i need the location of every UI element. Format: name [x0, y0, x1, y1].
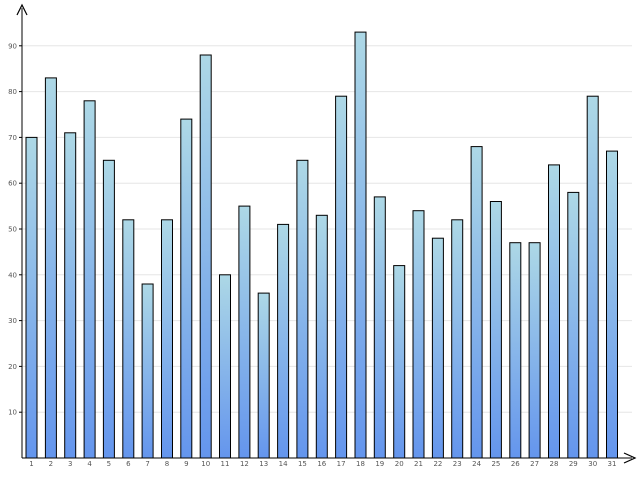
bar	[509, 242, 522, 459]
x-tick-label: 3	[68, 460, 72, 468]
bar	[199, 54, 212, 459]
bar	[451, 219, 464, 459]
y-tick-label: 20	[8, 363, 17, 371]
x-tick-label: 28	[550, 460, 559, 468]
y-tick-label: 30	[8, 317, 17, 325]
bar	[586, 95, 599, 459]
x-tick-label: 18	[356, 460, 365, 468]
bar	[122, 219, 135, 459]
bar	[180, 118, 193, 459]
x-tick-label: 11	[221, 460, 230, 468]
bar	[64, 132, 77, 459]
bar	[567, 191, 580, 459]
bar	[489, 201, 502, 459]
x-tick-label: 23	[453, 460, 462, 468]
y-tick-label: 10	[8, 409, 17, 417]
x-tick-label: 19	[375, 460, 384, 468]
bar	[102, 159, 115, 459]
x-tick-label: 20	[395, 460, 404, 468]
x-tick-labels: 1 2 3 4 5 6 7 8 9 10 11 12 13 14 15 16 17 18 19 20 21 22 23 24 2…	[29, 460, 616, 468]
bar	[412, 210, 425, 459]
x-tick-label: 14	[279, 460, 288, 468]
x-tick-label: 17	[337, 460, 346, 468]
x-tick-label: 26	[511, 460, 520, 468]
x-axis-arrow-icon	[623, 452, 637, 464]
bar	[161, 219, 173, 459]
x-tick-label: 22	[433, 460, 442, 468]
x-tick-label: 5	[107, 460, 111, 468]
bar	[277, 223, 290, 459]
bar	[296, 159, 309, 459]
x-tick-label: 10	[201, 460, 210, 468]
y-tick-label: 50	[8, 226, 17, 234]
x-tick-label: 29	[569, 460, 578, 468]
bar	[315, 214, 328, 459]
x-tick-label: 8	[165, 460, 169, 468]
axes	[16, 3, 637, 464]
bar	[393, 265, 406, 459]
x-tick-label: 31	[608, 460, 617, 468]
x-tick-label: 13	[259, 460, 268, 468]
bar	[238, 205, 251, 459]
x-tick-label: 7	[145, 460, 149, 468]
bar	[257, 292, 270, 459]
y-tick-label: 60	[8, 180, 17, 188]
y-tick-label: 90	[8, 42, 17, 50]
x-tick-label: 21	[414, 460, 423, 468]
x-tick-label: 6	[126, 460, 131, 468]
x-tick-label: 12	[240, 460, 249, 468]
bar	[335, 95, 348, 459]
bar	[606, 150, 618, 459]
y-tick-labels: 10 20 30 40 50 60 70 80 90	[8, 42, 17, 416]
x-tick-label: 9	[184, 460, 188, 468]
bar	[431, 237, 444, 459]
bar	[83, 100, 96, 459]
bar	[528, 242, 541, 459]
bar	[354, 31, 367, 459]
bar	[373, 196, 386, 459]
bar	[548, 164, 560, 459]
x-tick-label: 15	[298, 460, 307, 468]
y-tick-label: 40	[8, 271, 17, 279]
x-tick-label: 24	[472, 460, 481, 468]
x-tick-label: 30	[588, 460, 597, 468]
bar	[219, 274, 231, 459]
y-axis-arrow-icon	[16, 3, 28, 16]
bar	[141, 283, 154, 459]
bar	[25, 136, 38, 459]
x-tick-label: 1	[29, 460, 33, 468]
bar	[44, 77, 57, 459]
x-tick-label: 16	[317, 460, 326, 468]
x-tick-label: 27	[530, 460, 539, 468]
x-tick-label: 4	[87, 460, 92, 468]
bars	[25, 31, 618, 459]
x-tick-label: 25	[491, 460, 500, 468]
x-tick-label: 2	[49, 460, 53, 468]
bar	[470, 146, 483, 459]
y-tick-label: 80	[8, 88, 17, 96]
y-tick-label: 70	[8, 134, 17, 142]
